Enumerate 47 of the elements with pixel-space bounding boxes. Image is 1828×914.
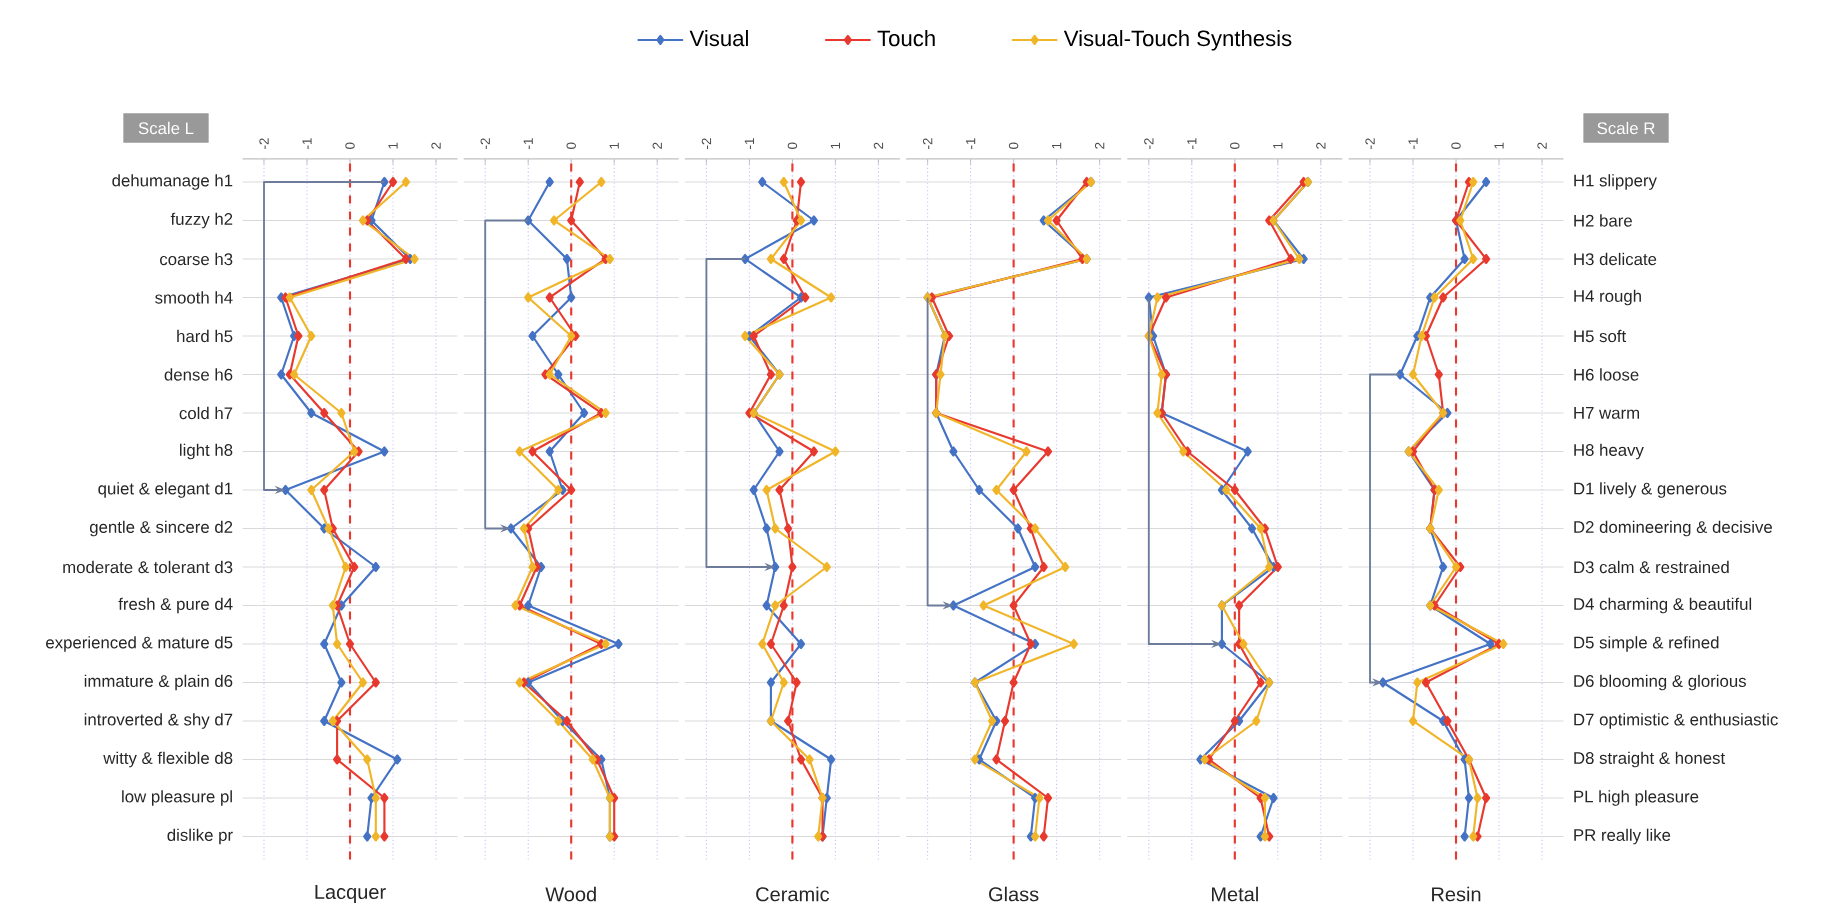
y-tick-label: D4 charming & beautiful bbox=[1574, 597, 1752, 614]
y-axis-title: Scale R bbox=[1597, 121, 1655, 135]
y-tick-label: hard h5 bbox=[177, 329, 233, 343]
y-tick-label: H4 rough bbox=[1574, 289, 1641, 306]
y-tick-label: D8 straight & honest bbox=[1574, 751, 1726, 768]
y-tick-label: smooth h4 bbox=[155, 291, 233, 304]
x-axis-title: Resin bbox=[1432, 886, 1481, 902]
y-tick-label: D2 domineering & decisive bbox=[1574, 520, 1773, 537]
y-tick-label: gentle & sincere d2 bbox=[89, 520, 233, 537]
y-tick-label: experienced & mature d5 bbox=[46, 636, 233, 652]
y-tick-label: D1 lively & generous bbox=[1574, 482, 1727, 498]
y-tick-label: introverted & shy d7 bbox=[84, 713, 233, 729]
y-tick-label: dehumanage h1 bbox=[112, 174, 233, 190]
y-tick-label: PL high pleasure bbox=[1574, 790, 1699, 806]
y-tick-label: coarse h3 bbox=[160, 252, 233, 266]
y-tick-label: low pleasure pl bbox=[122, 790, 232, 806]
y-tick-label: D5 simple & refined bbox=[1574, 636, 1719, 652]
y-tick-label: H8 heavy bbox=[1574, 443, 1644, 460]
x-axis-title: Lacquer bbox=[315, 885, 386, 903]
y-tick-label: H6 loose bbox=[1574, 368, 1639, 381]
y-tick-label: H5 soft bbox=[1574, 329, 1627, 343]
y-tick-label: H3 delicate bbox=[1574, 252, 1657, 266]
y-tick-label: D6 blooming & glorious bbox=[1574, 674, 1746, 691]
y-tick-label: cold h7 bbox=[179, 406, 233, 420]
y-tick-label: moderate & tolerant d3 bbox=[63, 560, 233, 574]
y-tick-label: D3 calm & restrained bbox=[1574, 560, 1729, 574]
y-tick-label: H7 warm bbox=[1574, 407, 1640, 419]
y-tick-label: fuzzy h2 bbox=[170, 212, 233, 229]
y-tick-label: witty & flexible d8 bbox=[103, 751, 233, 768]
y-tick-label: D7 optimistic & enthusiastic bbox=[1574, 713, 1778, 729]
y-tick-label: PR really like bbox=[1574, 828, 1671, 845]
x-axis-title: Wood bbox=[545, 886, 596, 902]
y-tick-label: dislike pr bbox=[167, 828, 233, 845]
y-tick-label: light h8 bbox=[180, 443, 233, 460]
y-axis-title: Scale L bbox=[138, 121, 194, 135]
y-tick-label: fresh & pure d4 bbox=[118, 597, 233, 614]
legend-label: Visual bbox=[689, 29, 748, 47]
y-tick-label: H1 slippery bbox=[1574, 174, 1657, 190]
x-axis-title: Glass bbox=[989, 886, 1039, 902]
legend-label: Visual-Touch Synthesis bbox=[1063, 29, 1292, 51]
y-tick-label: dense h6 bbox=[164, 368, 233, 381]
x-axis-title: Ceramic bbox=[756, 886, 830, 902]
y-tick-label: immature & plain d6 bbox=[84, 674, 233, 691]
x-axis-title: Metal bbox=[1211, 886, 1258, 902]
y-tick-label: H2 bare bbox=[1574, 214, 1632, 227]
legend-label: Touch bbox=[877, 29, 935, 47]
y-tick-label: quiet & elegant d1 bbox=[98, 482, 233, 498]
